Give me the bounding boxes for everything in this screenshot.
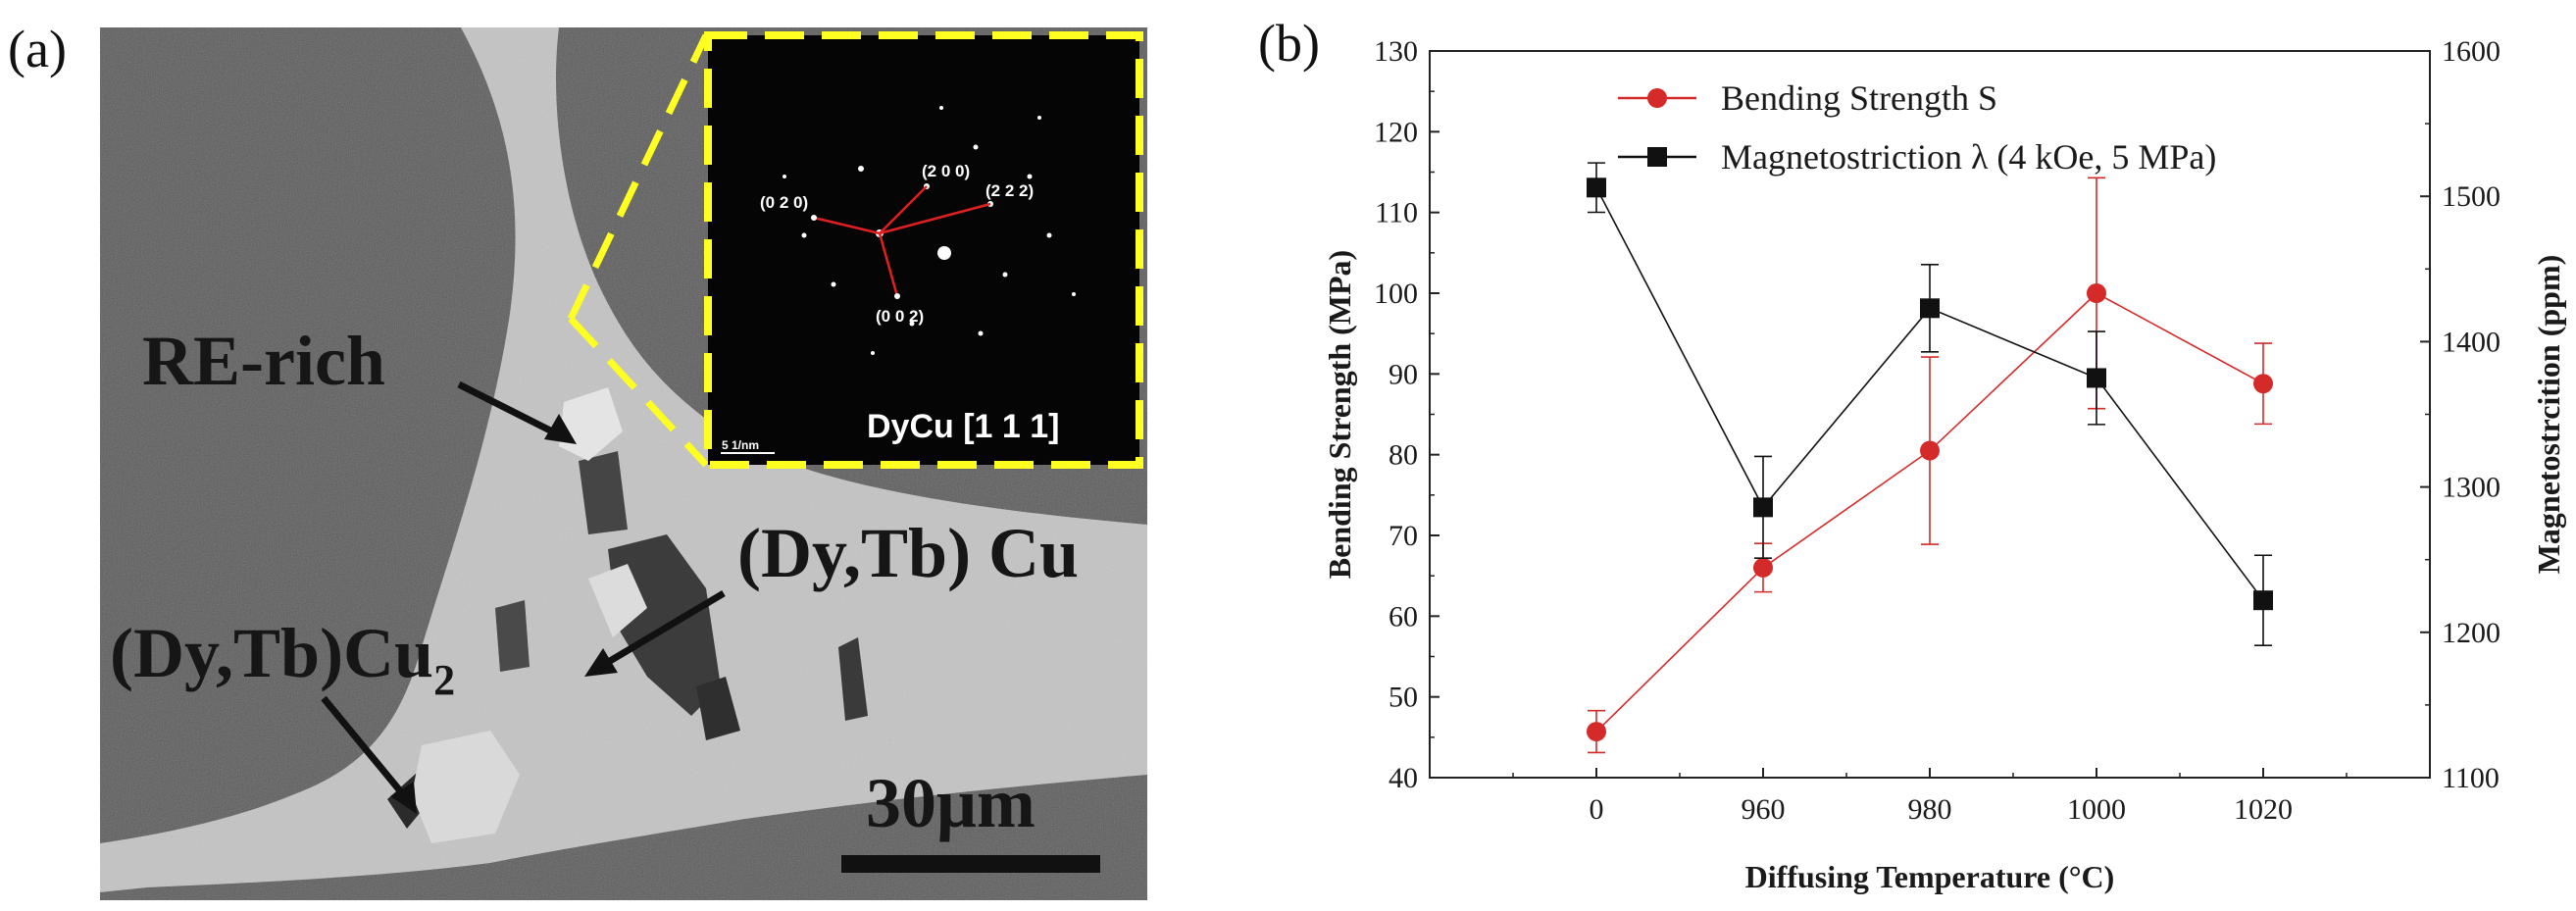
y-tick-label: 130 [1374, 35, 1418, 68]
dytb-cu-label: (Dy,Tb) Cu [737, 514, 1079, 592]
legend-marker-magnetostriction [1647, 147, 1667, 167]
zone-axis-label: DyCu [1 1 1] [867, 408, 1060, 445]
inset-scale-label: 5 1/nm [722, 438, 759, 452]
spot-label-020: (0 2 0) [760, 193, 808, 212]
y2-tick-label: 1600 [2442, 35, 2500, 68]
scale-bar [841, 855, 1100, 873]
re-rich-arrow-line [457, 380, 564, 440]
spot-label-222: (2 2 2) [985, 181, 1034, 200]
spot-label-200: (2 0 0) [922, 162, 970, 180]
y-tick-label: 80 [1389, 439, 1418, 472]
y-tick-label: 60 [1389, 600, 1418, 633]
y-tick-label: 100 [1374, 278, 1418, 310]
y-tick-label: 120 [1374, 116, 1418, 148]
data-point-bending [1587, 722, 1606, 742]
data-point-magnetostriction [2253, 590, 2273, 611]
dark-inclusion [495, 600, 530, 672]
data-point-bending [1920, 440, 1940, 461]
legend-label-magnetostriction: Magnetostriction λ (4 kOe, 5 MPa) [1721, 137, 2216, 177]
data-point-bending [1753, 557, 1773, 578]
y2-tick-label: 1200 [2442, 617, 2500, 649]
dytb-cu-phase-region [100, 27, 1147, 892]
dytb-cu2-arrow-head [390, 782, 417, 814]
dark-inclusion [696, 677, 740, 740]
y2-axis-title: Magnetostrcition (ppm) [2531, 255, 2566, 575]
zoom-line [567, 33, 710, 321]
diffraction-vectors [813, 185, 991, 297]
x-tick-label: 980 [1908, 793, 1952, 826]
x-tick-label: 1000 [2067, 793, 2126, 826]
x-tick-label: 1020 [2234, 793, 2293, 826]
inset-border [704, 31, 1143, 469]
zoom-line [568, 316, 709, 468]
data-point-magnetostriction [1753, 497, 1773, 518]
re-rich-label: RE-rich [142, 322, 385, 400]
dytb-cu-arrow-head [584, 648, 618, 677]
data-point-magnetostriction [1587, 177, 1606, 198]
axes-layer: 40 50 60 70 80 90 100 110 120 130 1100 1200 1300 1400… [1374, 35, 2500, 826]
dark-inclusion [838, 637, 868, 721]
y-tick-label: 40 [1389, 762, 1418, 794]
x-tick-label: 0 [1590, 793, 1604, 826]
series-layer [1587, 162, 2273, 754]
diffraction-spots [783, 106, 1076, 355]
panel-label-a: (a) [8, 20, 67, 78]
dytb-cu2-label: (Dy,Tb)Cu2 [110, 614, 455, 704]
data-point-bending [2087, 283, 2106, 303]
scale-bar-label: 30μm [866, 764, 1035, 842]
spot-label-002: (0 0 2) [876, 307, 924, 326]
y2-tick-label: 1500 [2442, 180, 2500, 213]
diffraction-inset: (2 0 0) (0 2 0) (2 2 2) (0 0 2) 5 1/nm D… [704, 31, 1143, 469]
re-rich-patch [412, 731, 520, 843]
y-tick-label: 90 [1389, 358, 1418, 390]
y-tick-label: 50 [1389, 682, 1418, 714]
y-tick-label: 70 [1389, 520, 1418, 552]
data-point-magnetostriction [2087, 368, 2106, 388]
legend-marker-bending [1647, 88, 1667, 108]
y2-tick-label: 1100 [2442, 762, 2500, 794]
sem-micrograph-panel: (a) RE-rich (Dy,Tb) Cu (Dy,Tb)Cu2 30μm [8, 20, 1147, 900]
dytb-cu-arrow-line [598, 589, 726, 671]
chart-panel: (b) 40 50 60 70 80 90 100 110 120 130 1100 1200 1300… [1258, 14, 2566, 894]
data-point-bending [2253, 374, 2273, 394]
y-axis-title: Bending Strength (MPa) [1322, 250, 1357, 579]
y2-tick-label: 1300 [2442, 472, 2500, 504]
legend-label-bending: Bending Strength S [1721, 78, 1997, 118]
panel-label-b: (b) [1258, 14, 1320, 73]
re-rich-patch [588, 564, 647, 637]
re-rich-arrow-head [544, 414, 577, 444]
legend: Bending Strength S Magnetostriction λ (4… [1618, 78, 2216, 177]
dytb-cu2-arrow-line [321, 695, 410, 802]
inset-background [708, 35, 1139, 465]
x-tick-label: 960 [1742, 793, 1786, 826]
y-tick-label: 110 [1375, 197, 1418, 229]
dark-inclusion [579, 451, 628, 534]
data-point-magnetostriction [1920, 298, 1940, 319]
y2-tick-label: 1400 [2442, 326, 2500, 358]
x-axis-title: Diffusing Temperature (°C) [1745, 859, 2115, 894]
